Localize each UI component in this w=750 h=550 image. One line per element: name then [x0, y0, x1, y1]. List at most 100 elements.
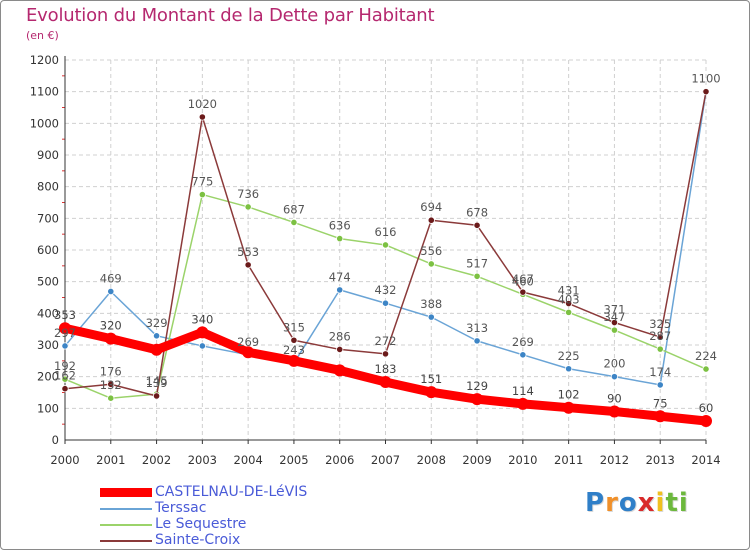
- data-point-le-sequestre: [702, 365, 710, 373]
- data-point-castelnau-de-l-vis: [242, 346, 255, 359]
- data-label-le-sequestre: 132: [100, 378, 122, 392]
- data-point-le-sequestre: [107, 394, 115, 402]
- data-label-sainte-croix: 176: [100, 364, 122, 378]
- data-label-terssac: 174: [649, 365, 671, 379]
- data-label-sainte-croix: 431: [558, 284, 580, 298]
- data-label-le-sequestre: 224: [695, 349, 717, 363]
- data-point-castelnau-de-l-vis: [471, 393, 484, 406]
- logo-letter: i: [678, 488, 689, 518]
- logo-letter: t: [665, 488, 679, 518]
- data-point-sainte-croix: [610, 318, 619, 327]
- y-tick-label: 0: [52, 433, 59, 447]
- data-label-sainte-croix: 325: [649, 317, 671, 331]
- data-point-castelnau-de-l-vis: [516, 397, 529, 410]
- grid: [64, 59, 707, 441]
- data-label-sainte-croix: 1020: [188, 97, 217, 111]
- data-label-castelnau-de-l-vis: 151: [420, 372, 442, 386]
- data-label-sainte-croix: 553: [237, 245, 259, 259]
- data-label-le-sequestre: 287: [649, 329, 671, 343]
- data-label-terssac: 313: [466, 321, 488, 335]
- x-tick-label: 2012: [600, 453, 629, 467]
- x-tick-label: 2006: [325, 453, 354, 467]
- data-point-le-sequestre: [381, 241, 390, 249]
- data-label-sainte-croix: 272: [375, 334, 397, 348]
- data-label-terssac: 432: [375, 283, 397, 297]
- data-point-castelnau-de-l-vis: [196, 326, 209, 339]
- data-point-sainte-croix: [290, 336, 298, 344]
- x-tick-label: 2007: [371, 453, 400, 467]
- x-tick-label: 2008: [417, 453, 446, 467]
- data-point-castelnau-de-l-vis: [700, 415, 712, 427]
- legend-label: CASTELNAU-DE-LéVIS: [155, 484, 308, 500]
- data-point-castelnau-de-l-vis: [287, 354, 300, 367]
- data-label-terssac: 297: [54, 326, 76, 340]
- series-sainte-croix: [61, 88, 710, 400]
- y-tick-label: 100: [37, 401, 59, 415]
- legend-label: Le Sequestre: [155, 516, 247, 532]
- data-point-terssac: [336, 286, 344, 294]
- data-labels: 297 469 329 269 243 474 432 388 313 269 225 200 174 1…: [54, 72, 721, 415]
- x-tick-label: 2010: [508, 453, 537, 467]
- data-label-sainte-croix: 678: [466, 205, 488, 219]
- series-le-sequestre: [61, 190, 710, 402]
- legend-swatch: [100, 508, 152, 510]
- legend-label: Terssac: [155, 500, 207, 516]
- data-label-castelnau-de-l-vis: 102: [558, 388, 580, 402]
- series-castelnau-de-l-vis: [59, 322, 712, 427]
- data-label-sainte-croix: 694: [420, 200, 442, 214]
- data-label-le-sequestre: 192: [54, 359, 76, 373]
- data-point-castelnau-de-l-vis: [425, 386, 438, 399]
- y-tick-label: 800: [37, 180, 59, 194]
- data-point-castelnau-de-l-vis: [104, 332, 117, 345]
- data-point-castelnau-de-l-vis: [654, 410, 667, 423]
- data-label-sainte-croix: 162: [54, 369, 76, 383]
- data-label-castelnau-de-l-vis: 340: [191, 312, 213, 326]
- data-label-le-sequestre: 403: [558, 292, 580, 306]
- logo-letter: o: [618, 488, 638, 518]
- data-label-terssac: 469: [100, 271, 122, 285]
- data-label-castelnau-de-l-vis: 129: [466, 379, 488, 393]
- y-tick-label: 200: [37, 370, 59, 384]
- data-label-castelnau-de-l-vis: 60: [699, 401, 714, 415]
- data-point-le-sequestre: [336, 235, 344, 243]
- x-tick-label: 2014: [691, 453, 720, 467]
- line-chart: 0 100 200 300 400 500 600 700 800 900 1000 1100 1200…: [30, 53, 721, 467]
- data-point-sainte-croix: [427, 216, 435, 224]
- data-point-terssac: [656, 381, 664, 389]
- x-tick-label: 2013: [646, 453, 675, 467]
- logo-letter: i: [655, 488, 666, 518]
- data-point-castelnau-de-l-vis: [150, 343, 163, 356]
- data-label-le-sequestre: 687: [283, 202, 305, 216]
- data-label-terssac: 243: [283, 343, 305, 357]
- data-label-le-sequestre: 775: [191, 175, 213, 189]
- data-label-le-sequestre: 517: [466, 256, 488, 270]
- data-point-terssac: [427, 313, 435, 321]
- data-point-sainte-croix: [244, 261, 252, 269]
- logo-letter: P: [585, 488, 606, 518]
- data-label-terssac: 200: [603, 357, 625, 371]
- data-point-sainte-croix: [107, 380, 115, 388]
- y-tick-label: 1200: [30, 53, 59, 67]
- legend-swatch: [100, 488, 152, 497]
- data-point-castelnau-de-l-vis: [562, 401, 575, 414]
- data-label-terssac: 269: [237, 335, 259, 349]
- data-label-sainte-croix: 371: [603, 303, 625, 317]
- data-point-terssac: [61, 342, 69, 350]
- proxiti-logo: Proxiti: [585, 488, 689, 518]
- data-label-castelnau-de-l-vis: 75: [653, 396, 668, 410]
- data-point-sainte-croix: [656, 333, 664, 341]
- x-tick-label: 2003: [188, 453, 217, 467]
- data-point-terssac: [565, 365, 573, 373]
- data-label-le-sequestre: 636: [329, 219, 351, 233]
- data-label-le-sequestre: 460: [512, 274, 534, 288]
- x-tick-label: 2005: [279, 453, 308, 467]
- data-label-le-sequestre: 736: [237, 187, 259, 201]
- data-point-sainte-croix: [519, 288, 527, 296]
- data-point-le-sequestre: [198, 190, 206, 199]
- data-point-terssac: [198, 342, 206, 350]
- data-point-sainte-croix: [336, 345, 344, 354]
- data-label-terssac: 329: [146, 316, 168, 330]
- data-point-le-sequestre: [610, 326, 619, 334]
- y-tick-label: 900: [37, 148, 59, 162]
- data-label-sainte-croix: 139: [146, 376, 168, 390]
